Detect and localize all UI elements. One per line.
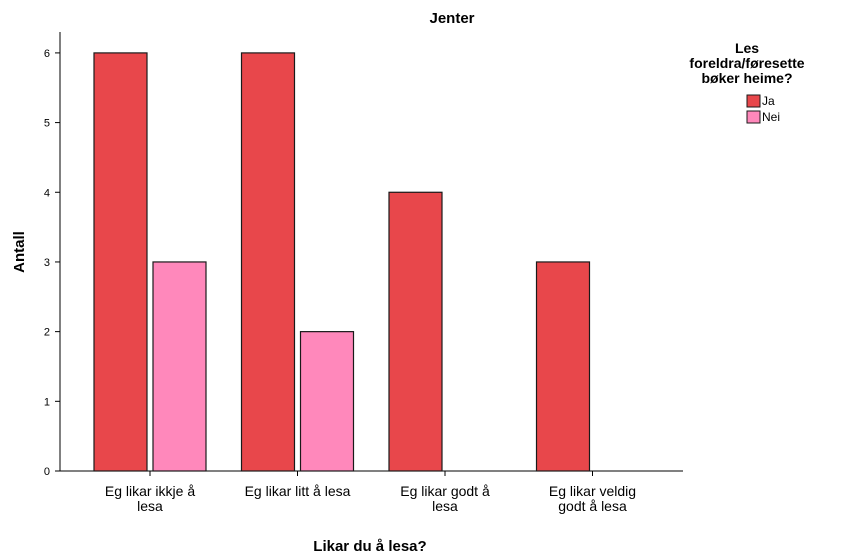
y-tick-label: 0 bbox=[44, 466, 50, 478]
x-tick-label: Eg likar litt å lesa bbox=[245, 483, 351, 499]
x-tick-label: Eg likar godt å lesa bbox=[400, 483, 490, 514]
y-axis-title: Antall bbox=[11, 231, 28, 273]
x-axis bbox=[60, 470, 683, 476]
bar-ja-2 bbox=[240, 52, 296, 472]
bar-ja-4 bbox=[535, 261, 591, 472]
legend-title: Les foreldra/føresette bøker heime? bbox=[689, 40, 804, 86]
legend-swatch-nei bbox=[746, 110, 761, 124]
category-labels: Eg likar ikkje å lesa Eg likar litt å lesa… bbox=[105, 483, 636, 514]
bar-nei-2 bbox=[299, 331, 355, 472]
bar-nei-1 bbox=[152, 261, 207, 472]
y-tick-label: 5 bbox=[44, 118, 50, 130]
x-tick-label: Eg likar ikkje å lesa bbox=[105, 483, 195, 514]
chart-title: Jenter bbox=[429, 10, 474, 27]
y-tick-label: 3 bbox=[44, 257, 50, 269]
bar-ja-3 bbox=[388, 191, 443, 472]
x-axis-title: Likar du å lesa? bbox=[313, 538, 426, 555]
legend: Les foreldra/føresette bøker heime? Ja Nei bbox=[689, 40, 804, 124]
legend-label-nei: Nei bbox=[762, 110, 780, 124]
bars bbox=[93, 52, 591, 472]
y-tick-label: 4 bbox=[44, 187, 50, 199]
y-axis: 0 1 2 3 4 5 6 bbox=[44, 32, 61, 478]
bar-ja-1 bbox=[93, 52, 148, 472]
x-tick-label: Eg likar veldig godt å lesa bbox=[549, 483, 636, 514]
y-tick-label: 2 bbox=[44, 327, 50, 339]
y-tick-label: 6 bbox=[44, 48, 50, 60]
y-tick-label: 1 bbox=[44, 396, 50, 408]
legend-label-ja: Ja bbox=[762, 94, 775, 108]
legend-swatch-ja bbox=[746, 94, 761, 108]
